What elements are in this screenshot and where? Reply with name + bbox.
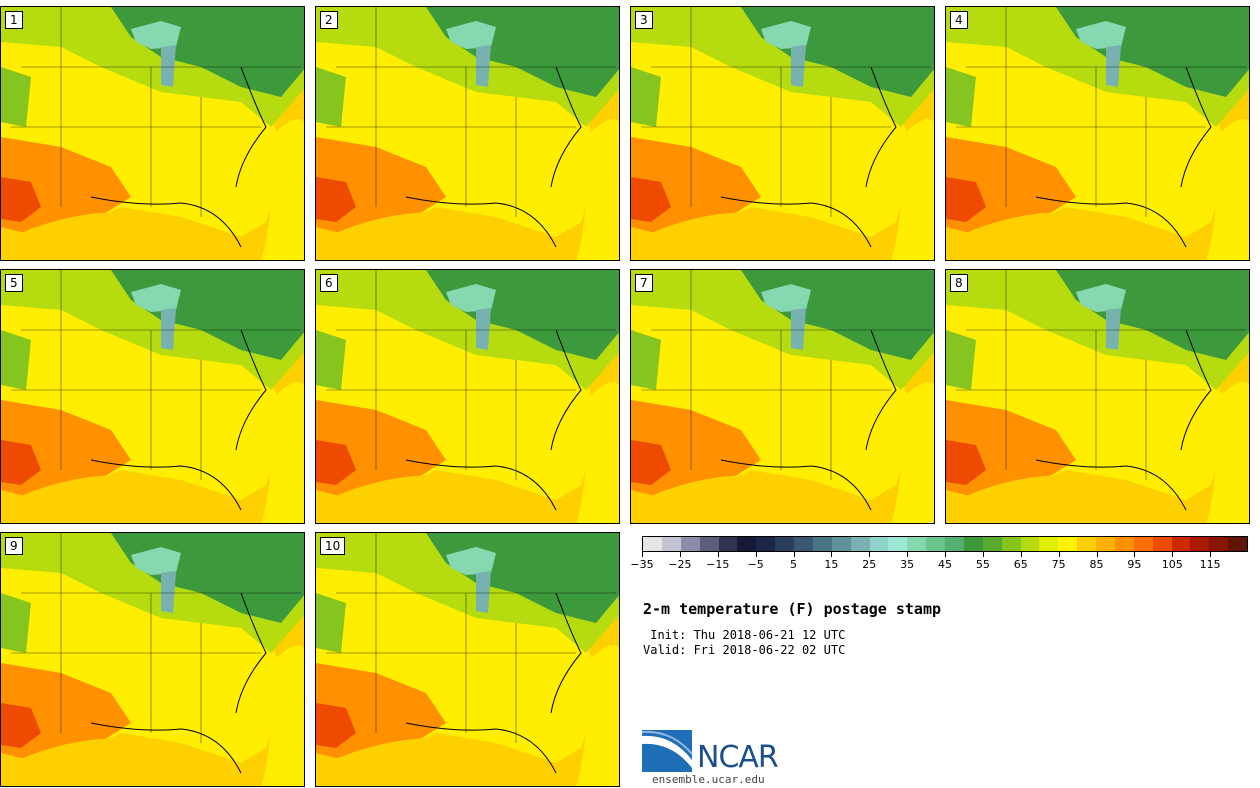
colorbar-tick bbox=[679, 552, 681, 557]
colorbar-tick bbox=[717, 552, 719, 557]
colorbar-tick-label: 75 bbox=[1051, 558, 1066, 571]
member-number-label: 2 bbox=[320, 11, 338, 29]
member-number-label: 1 bbox=[5, 11, 23, 29]
ensemble-member-map: 7 bbox=[630, 269, 935, 524]
colorbar-segment bbox=[1133, 537, 1153, 551]
colorbar-segment bbox=[869, 537, 889, 551]
figure-title: 2-m temperature (F) postage stamp bbox=[643, 600, 942, 618]
init-time: Init: Thu 2018-06-21 12 UTC bbox=[643, 628, 846, 642]
ncar-logo-text: NCAR bbox=[697, 740, 779, 775]
member-number-label: 6 bbox=[320, 274, 338, 292]
colorbar-tick bbox=[945, 552, 946, 557]
colorbar-tick bbox=[755, 552, 757, 557]
member-number-label: 4 bbox=[950, 11, 968, 29]
colorbar-segment bbox=[775, 537, 794, 551]
colorbar-tick bbox=[907, 552, 909, 557]
colorbar-tick-label: 55 bbox=[975, 558, 990, 571]
colorbar-segment bbox=[888, 537, 908, 551]
member-number-label: 8 bbox=[950, 274, 968, 292]
colorbar-segment bbox=[963, 537, 983, 551]
member-number-label: 9 bbox=[5, 537, 23, 555]
colorbar-tick-label: 25 bbox=[862, 558, 877, 571]
colorbar-segment bbox=[982, 537, 1002, 551]
colorbar-segment bbox=[643, 537, 662, 551]
colorbar-tick-label: 5 bbox=[790, 558, 797, 571]
ensemble-member-map: 2 bbox=[315, 6, 620, 261]
colorbar-segment bbox=[850, 537, 870, 551]
colorbar-tick-label: −5 bbox=[747, 558, 764, 571]
ncar-logo bbox=[642, 730, 693, 772]
colorbar-tick-label: 85 bbox=[1089, 558, 1104, 571]
colorbar-segment bbox=[1152, 537, 1172, 551]
colorbar-segment bbox=[1039, 537, 1059, 551]
colorbar-tick bbox=[1134, 552, 1136, 557]
colorbar-segment bbox=[926, 537, 945, 551]
colorbar-tick-label: 105 bbox=[1161, 558, 1183, 571]
ensemble-member-map: 3 bbox=[630, 6, 935, 261]
ensemble-member-map: 6 bbox=[315, 269, 620, 524]
colorbar-ticks: −35 −25 −15 −5 5 15 25 35 45 55 65 75 85 95 105 115 bbox=[630, 552, 1248, 582]
colorbar-tick-label: 95 bbox=[1127, 558, 1142, 571]
colorbar-tick-label: −25 bbox=[668, 558, 692, 571]
member-number-label: 5 bbox=[5, 274, 23, 292]
colorbar-tick bbox=[869, 552, 871, 557]
colorbar-tick bbox=[1020, 552, 1022, 557]
colorbar-tick-label: 65 bbox=[1013, 558, 1028, 571]
colorbar-segment bbox=[1058, 537, 1078, 551]
colorbar-segment bbox=[756, 537, 776, 551]
colorbar-segment bbox=[1209, 537, 1229, 551]
colorbar-segment bbox=[831, 537, 851, 551]
member-number-label: 7 bbox=[635, 274, 653, 292]
colorbar-segment bbox=[661, 537, 681, 551]
ensemble-member-map: 1 bbox=[0, 6, 305, 261]
colorbar-segment bbox=[1171, 537, 1191, 551]
colorbar-segment bbox=[1077, 537, 1096, 551]
colorbar-segment bbox=[1020, 537, 1040, 551]
colorbar-tick-label: 35 bbox=[900, 558, 915, 571]
ensemble-member-map: 9 bbox=[0, 532, 305, 787]
ensemble-member-map: 5 bbox=[0, 269, 305, 524]
ensemble-member-map: 4 bbox=[945, 6, 1250, 261]
member-number-label: 3 bbox=[635, 11, 653, 29]
member-number-label: 10 bbox=[320, 537, 346, 555]
colorbar-segment bbox=[699, 537, 719, 551]
colorbar-segment bbox=[1190, 537, 1210, 551]
colorbar-tick bbox=[982, 552, 984, 557]
colorbar-segment bbox=[718, 537, 738, 551]
colorbar-tick bbox=[793, 552, 795, 557]
colorbar-tick bbox=[1096, 552, 1098, 557]
colorbar-segment bbox=[812, 537, 832, 551]
colorbar-segment bbox=[737, 537, 757, 551]
colorbar-tick bbox=[1210, 552, 1212, 557]
ensemble-member-map: 8 bbox=[945, 269, 1250, 524]
colorbar-tick-label: −35 bbox=[630, 558, 654, 571]
ensemble-member-map: 10 bbox=[315, 532, 620, 787]
colorbar-tick-label: 115 bbox=[1199, 558, 1221, 571]
colorbar-segment bbox=[1001, 537, 1021, 551]
ensemble-url: ensemble.ucar.edu bbox=[652, 773, 765, 786]
colorbar-segment bbox=[945, 537, 964, 551]
colorbar-tick-label: 15 bbox=[824, 558, 839, 571]
colorbar-segment bbox=[1114, 537, 1134, 551]
colorbar-tick bbox=[1172, 552, 1174, 557]
colorbar-segment bbox=[1096, 537, 1115, 551]
colorbar-tick bbox=[642, 552, 643, 557]
colorbar-segment bbox=[794, 537, 813, 551]
temperature-colorbar bbox=[642, 536, 1248, 552]
colorbar-tick-label: 45 bbox=[938, 558, 952, 571]
valid-time: Valid: Fri 2018-06-22 02 UTC bbox=[643, 643, 846, 657]
colorbar-tick bbox=[1058, 552, 1060, 557]
colorbar-tick bbox=[831, 552, 833, 557]
colorbar-tick-label: −15 bbox=[706, 558, 730, 571]
colorbar-segment bbox=[907, 537, 927, 551]
colorbar-segment bbox=[1228, 537, 1247, 551]
colorbar-segment bbox=[680, 537, 700, 551]
